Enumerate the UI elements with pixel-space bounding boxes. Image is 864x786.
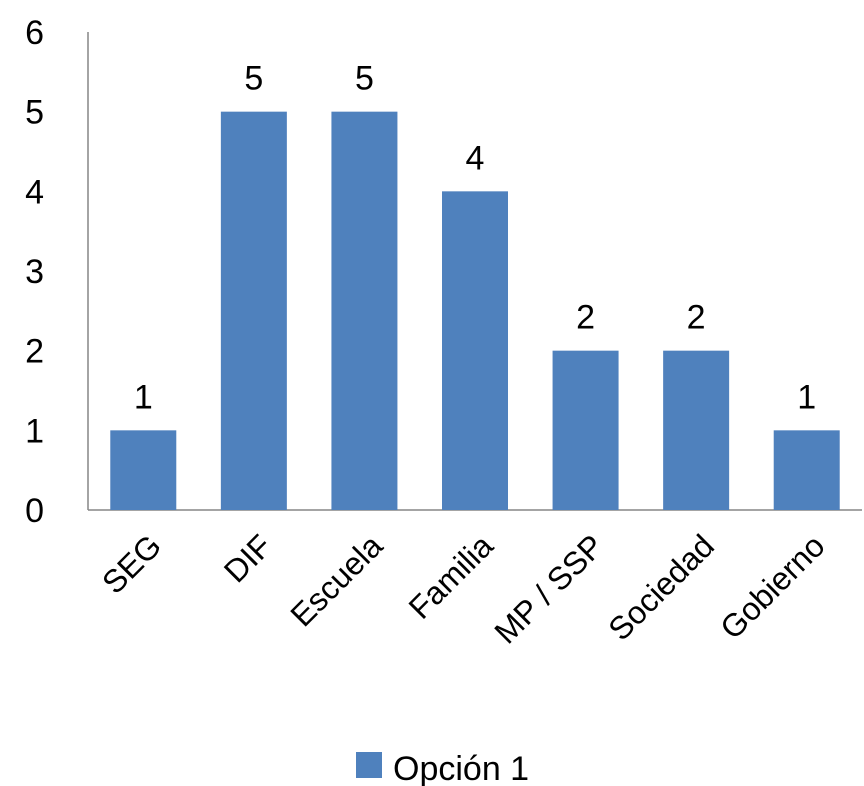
legend-swatch <box>356 752 382 778</box>
bar <box>220 111 287 511</box>
bar-series <box>110 111 840 511</box>
y-tick-label: 2 <box>25 333 44 371</box>
bar <box>773 430 840 510</box>
data-label: 1 <box>134 378 153 416</box>
y-axis-ticks: 0 1 2 3 4 5 6 <box>25 14 44 530</box>
bar <box>663 350 730 510</box>
x-tick-label: SEG <box>95 527 168 600</box>
x-tick-label: Gobierno <box>713 527 832 646</box>
x-tick-label: Escuela <box>283 527 389 633</box>
bar <box>110 430 177 510</box>
y-tick-label: 3 <box>25 253 44 291</box>
legend: Opción 1 <box>356 750 529 786</box>
bar <box>331 111 398 511</box>
y-tick-label: 4 <box>25 173 44 211</box>
x-tick-label: MP / SSP <box>487 527 610 650</box>
data-label: 2 <box>687 299 706 337</box>
bar <box>552 350 619 510</box>
data-label: 4 <box>466 139 485 177</box>
legend-label: Opción 1 <box>393 750 529 786</box>
data-labels: 1 5 5 4 2 2 1 <box>134 60 816 417</box>
y-tick-label: 0 <box>25 492 44 530</box>
y-tick-label: 6 <box>25 14 44 52</box>
y-tick-label: 1 <box>25 412 44 450</box>
data-label: 2 <box>576 299 595 337</box>
bar <box>442 191 508 511</box>
x-tick-label: Familia <box>402 527 501 626</box>
data-label: 5 <box>244 60 263 98</box>
x-tick-label: DIF <box>217 527 279 589</box>
data-label: 1 <box>797 378 816 416</box>
y-tick-label: 5 <box>25 94 44 132</box>
x-tick-label: Sociedad <box>601 527 721 647</box>
data-label: 5 <box>355 60 374 98</box>
